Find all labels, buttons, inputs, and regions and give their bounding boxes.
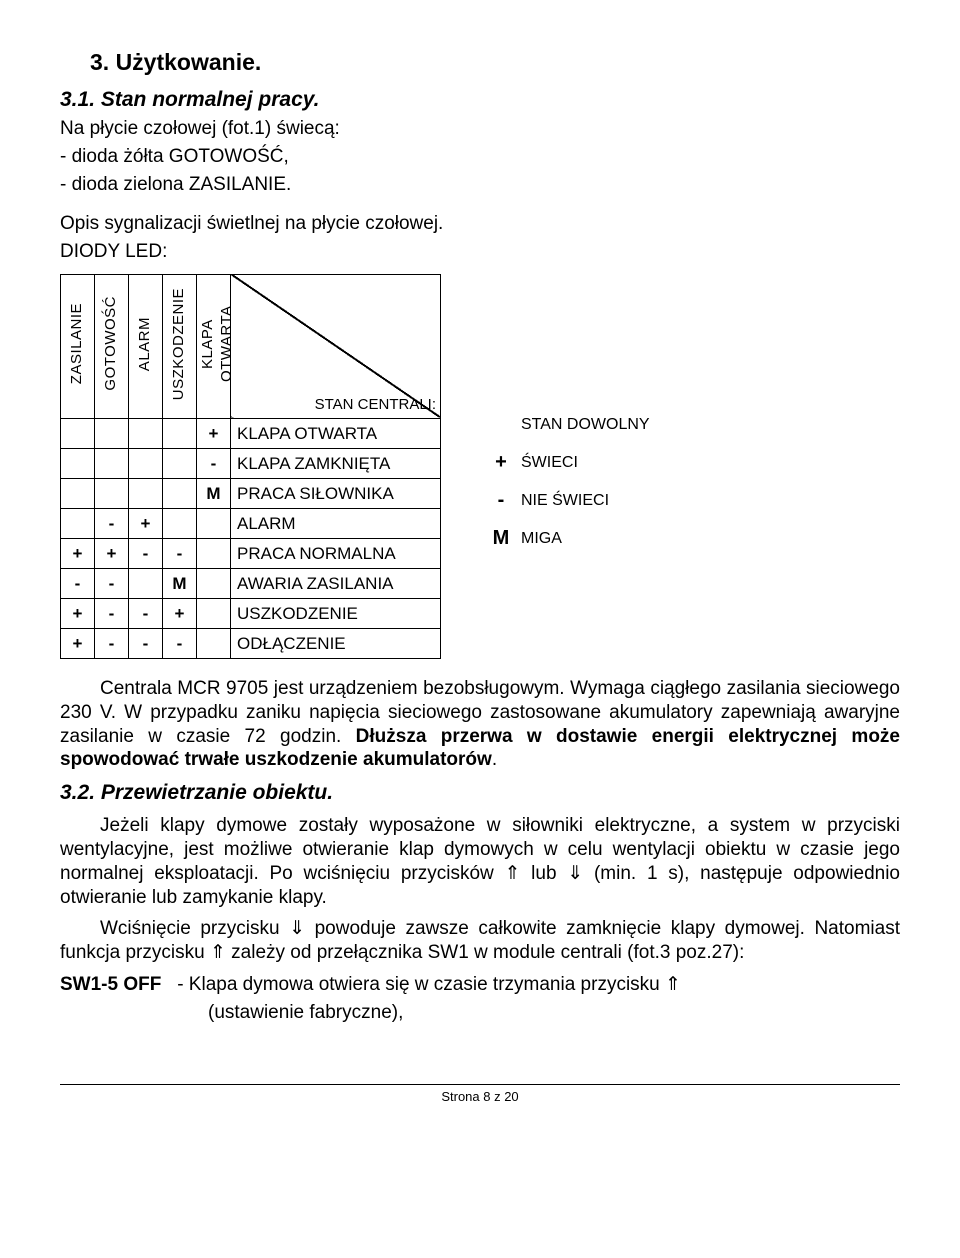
led-cell [163, 479, 197, 509]
led-cell: - [95, 599, 129, 629]
led-cell: - [95, 569, 129, 599]
legend-any: STAN DOWOLNY [521, 415, 650, 435]
led-cell: - [129, 629, 163, 659]
arrow-up-icon: ⇑ [665, 974, 681, 995]
paragraph-2: Jeżeli klapy dymowe zostały wyposażone w… [60, 814, 900, 909]
arrow-up-icon: ⇑ [210, 942, 226, 963]
col-header: KLAPA OTWARTA [197, 274, 231, 418]
led-cell [129, 569, 163, 599]
led-cell [129, 419, 163, 449]
legend-minus-icon: - [481, 488, 521, 513]
led-cell [61, 449, 95, 479]
led-cell [61, 419, 95, 449]
led-row-label: PRACA NORMALNA [231, 539, 441, 569]
arrow-down-icon: ⇓ [289, 918, 305, 939]
led-row-label: PRACA SIŁOWNIKA [231, 479, 441, 509]
intro-line-3: DIODY LED: [60, 240, 900, 264]
led-cell [61, 509, 95, 539]
led-cell [129, 479, 163, 509]
switch-line-1: SW1-5 OFF - Klapa dymowa otwiera się w c… [60, 973, 900, 997]
subsection-heading-1: 3.1. Stan normalnej pracy. [60, 87, 900, 113]
led-table-region: ZASILANIE GOTOWOŚĆ ALARM USZKODZENIE KLA… [60, 274, 900, 659]
led-cell: - [129, 539, 163, 569]
legend-plus: ŚWIECI [521, 453, 578, 473]
led-cell [163, 509, 197, 539]
legend-minus: NIE ŚWIECI [521, 491, 609, 511]
led-row-label: ODŁĄCZENIE [231, 629, 441, 659]
led-cell [197, 539, 231, 569]
led-cell: - [95, 629, 129, 659]
paragraph-3: Wciśnięcie przycisku ⇓ powoduje zawsze c… [60, 917, 900, 965]
led-cell: - [163, 539, 197, 569]
paragraph-1: Centrala MCR 9705 jest urządzeniem bezob… [60, 677, 900, 772]
led-cell [197, 599, 231, 629]
led-cell: - [95, 509, 129, 539]
led-cell: + [61, 629, 95, 659]
led-row-label: AWARIA ZASILANIA [231, 569, 441, 599]
led-cell [197, 509, 231, 539]
legend-plus-icon: + [481, 450, 521, 475]
arrow-up-icon: ⇑ [505, 863, 521, 884]
led-cell: + [197, 419, 231, 449]
page-footer: Strona 8 z 20 [60, 1084, 900, 1105]
led-cell [197, 569, 231, 599]
led-cell: M [197, 479, 231, 509]
led-cell: + [61, 539, 95, 569]
led-row-label: KLAPA OTWARTA [231, 419, 441, 449]
intro-line-2: Opis sygnalizacji świetlnej na płycie cz… [60, 212, 900, 236]
led-cell: + [95, 539, 129, 569]
led-cell [197, 629, 231, 659]
led-table: ZASILANIE GOTOWOŚĆ ALARM USZKODZENIE KLA… [60, 274, 441, 659]
led-row-label: USZKODZENIE [231, 599, 441, 629]
col-header: ALARM [129, 274, 163, 418]
legend-m: MIGA [521, 529, 562, 549]
led-cell: - [197, 449, 231, 479]
subsection-heading-2: 3.2. Przewietrzanie obiektu. [60, 780, 900, 806]
led-cell: + [129, 509, 163, 539]
led-cell [95, 479, 129, 509]
led-cell [61, 479, 95, 509]
led-cell: - [163, 629, 197, 659]
arrow-down-icon: ⇓ [567, 863, 583, 884]
intro-bullet-1: - dioda żółta GOTOWOŚĆ, [60, 145, 900, 169]
led-row-label: ALARM [231, 509, 441, 539]
led-cell [95, 419, 129, 449]
switch-line-2: (ustawienie fabryczne), [60, 1001, 900, 1025]
intro-line-1: Na płycie czołowej (fot.1) świecą: [60, 117, 900, 141]
led-cell [95, 449, 129, 479]
legend-m-icon: M [481, 526, 521, 551]
led-cell [163, 449, 197, 479]
col-header: GOTOWOŚĆ [95, 274, 129, 418]
led-cell: M [163, 569, 197, 599]
led-cell [163, 419, 197, 449]
col-header: USZKODZENIE [163, 274, 197, 418]
led-row-label: KLAPA ZAMKNIĘTA [231, 449, 441, 479]
intro-bullet-2: - dioda zielona ZASILANIE. [60, 173, 900, 197]
led-cell: + [163, 599, 197, 629]
led-cell: - [61, 569, 95, 599]
diagonal-header: STAN CENTRALI: [231, 274, 441, 418]
led-cell [129, 449, 163, 479]
legend: STAN DOWOLNY +ŚWIECI -NIE ŚWIECI MMIGA [481, 274, 650, 554]
led-cell: + [61, 599, 95, 629]
section-heading: 3. Użytkowanie. [60, 48, 900, 77]
col-header: ZASILANIE [61, 274, 95, 418]
led-cell: - [129, 599, 163, 629]
